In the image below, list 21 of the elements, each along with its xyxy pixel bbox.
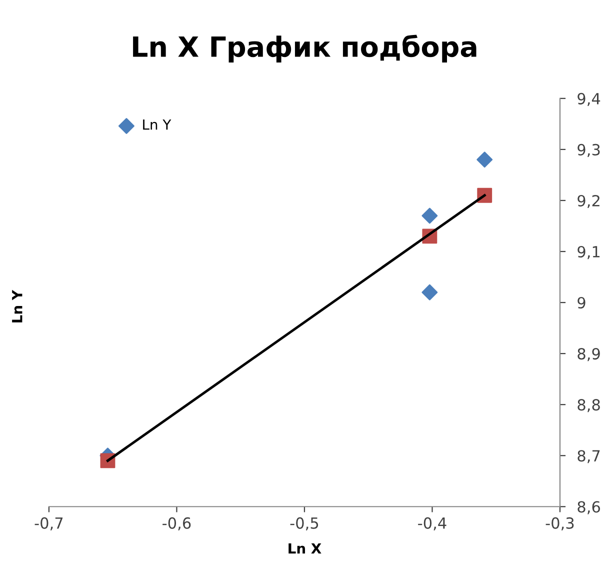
x-tick-label: -0,4: [418, 517, 446, 530]
chart-title: Ln X График подбора: [133, 34, 476, 63]
y-tick-label: 9,4: [578, 92, 600, 106]
x-tick-label: -0,7: [34, 517, 63, 530]
legend-label: Ln Y: [143, 120, 172, 130]
x-tick-label: -0,5: [290, 517, 318, 530]
point: [476, 152, 493, 168]
y-tick-label: 9: [578, 296, 586, 309]
y-tick-label: 9,2: [578, 194, 600, 208]
x-tick-label: -0,6: [162, 517, 191, 530]
x-axis-title: Ln X: [288, 543, 322, 554]
y-tick-label: 8,6: [578, 501, 600, 514]
y-tick-label: 9,1: [578, 246, 600, 260]
y-tick-label: 8,9: [578, 348, 600, 362]
x-tick-label: -0,3: [546, 517, 574, 530]
point: [422, 208, 438, 224]
y-axis-title: Ln Y: [12, 290, 22, 322]
point: [422, 284, 438, 300]
y-tick-label: 9,3: [578, 144, 600, 158]
y-tick-label: 8,7: [578, 450, 600, 464]
y-tick-label: 8,8: [578, 399, 600, 412]
